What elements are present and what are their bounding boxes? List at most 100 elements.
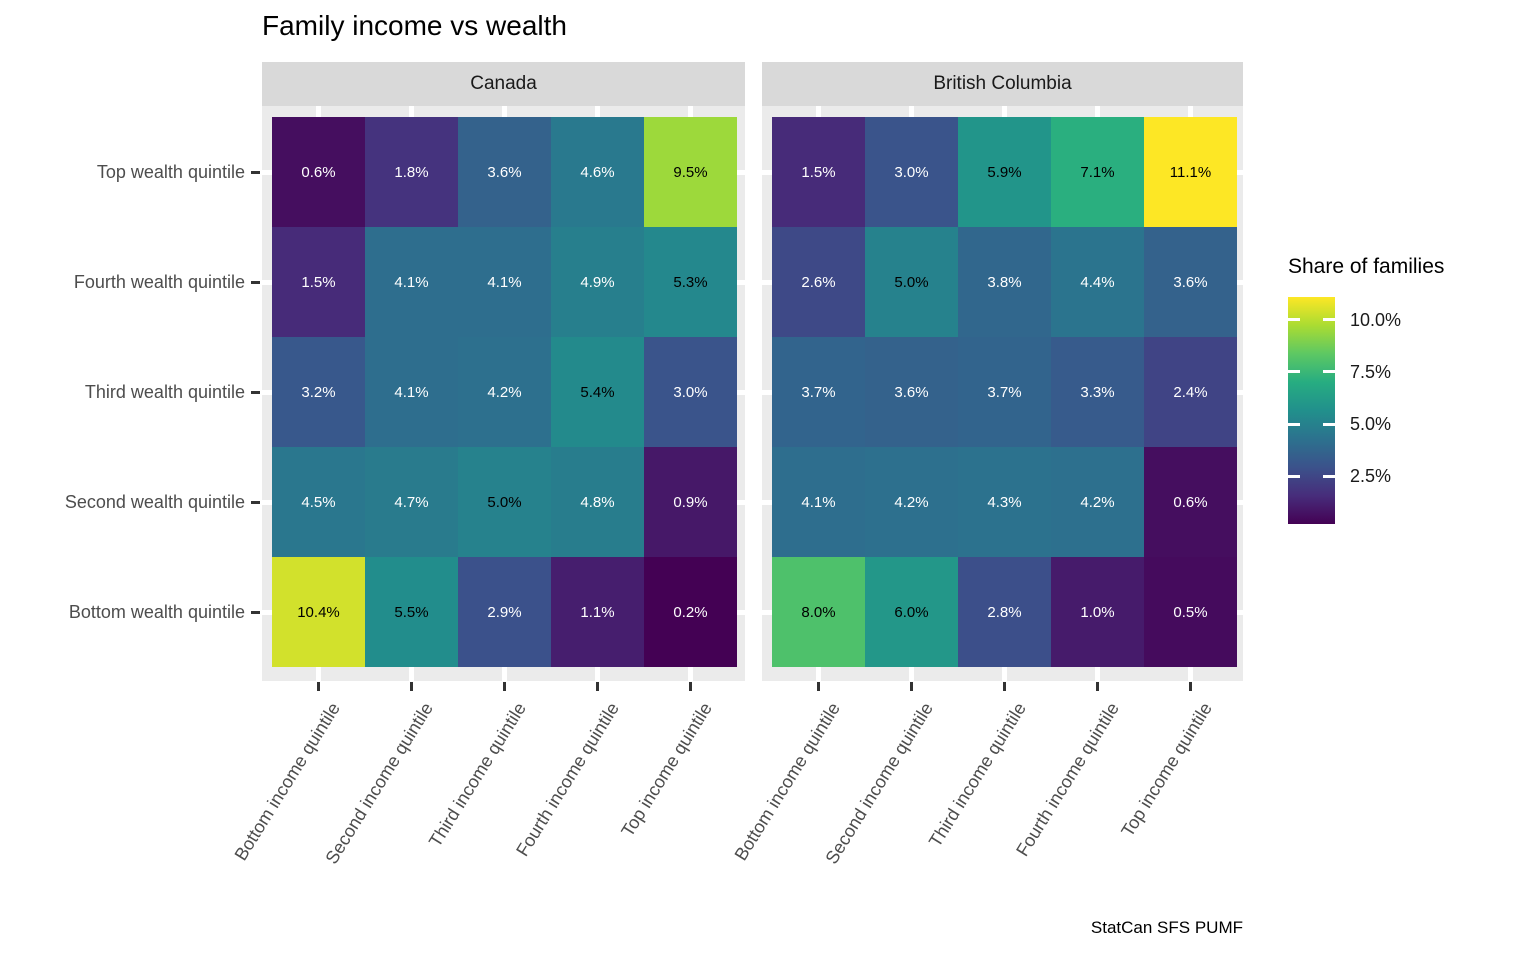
legend-tick-mark xyxy=(1323,370,1335,374)
x-axis-tick xyxy=(317,682,320,691)
cell-value-label: 9.5% xyxy=(673,163,708,181)
y-axis-tick xyxy=(251,500,260,504)
heatmap-cell: 5.0% xyxy=(865,227,958,337)
cell-value-label: 5.0% xyxy=(894,273,929,291)
cell-value-label: 4.5% xyxy=(301,493,336,511)
heatmap-cell: 3.3% xyxy=(1051,337,1144,447)
legend-title: Share of families xyxy=(1288,255,1445,278)
heatmap-cell: 1.5% xyxy=(772,117,865,227)
cell-value-label: 1.5% xyxy=(301,273,336,291)
caption: StatCan SFS PUMF xyxy=(1090,918,1243,937)
heatmap-cell: 5.5% xyxy=(365,557,458,667)
legend-tick-label: 7.5% xyxy=(1350,361,1392,382)
cell-value-label: 4.9% xyxy=(580,273,615,291)
heatmap-cell: 1.1% xyxy=(551,557,644,667)
heatmap-cell: 0.5% xyxy=(1144,557,1237,667)
heatmap-cell: 4.1% xyxy=(458,227,551,337)
heatmap-cell: 4.7% xyxy=(365,447,458,557)
cell-value-label: 3.6% xyxy=(487,163,522,181)
y-axis-tick xyxy=(251,610,260,614)
cell-value-label: 1.0% xyxy=(1080,603,1115,621)
legend-tick-label: 10.0% xyxy=(1350,309,1402,330)
legend-tick-mark xyxy=(1288,318,1300,322)
y-axis-label: Fourth wealth quintile xyxy=(73,272,245,292)
cell-value-label: 0.9% xyxy=(673,493,708,511)
cell-value-label: 3.8% xyxy=(987,273,1022,291)
cell-value-label: 3.0% xyxy=(894,163,929,181)
y-axis-label: Bottom wealth quintile xyxy=(68,602,245,622)
x-axis-tick xyxy=(689,682,692,691)
heatmap-cell: 4.8% xyxy=(551,447,644,557)
cell-value-label: 0.5% xyxy=(1173,603,1208,621)
heatmap-cell: 7.1% xyxy=(1051,117,1144,227)
cell-value-label: 3.6% xyxy=(1173,273,1208,291)
x-axis-tick xyxy=(1003,682,1006,691)
facet-panel-canada: 0.6% 1.8% 3.6% 4.6% 9.5% 1.5% 4.1% 4.1% 4.9% 5.3%… xyxy=(262,106,745,681)
facet-strip-canada: Canada xyxy=(262,62,745,106)
cell-value-label: 3.7% xyxy=(801,383,836,401)
heatmap-cell: 2.9% xyxy=(458,557,551,667)
x-axis-tick xyxy=(596,682,599,691)
facet-panel-british-columbia: 1.5% 3.0% 5.9% 7.1% 11.1% 2.6% 5.0% 3.8% 4.4% 3.6… xyxy=(762,106,1243,681)
heatmap-cell: 0.9% xyxy=(644,447,737,557)
cell-value-label: 3.3% xyxy=(1080,383,1115,401)
cell-value-label: 4.8% xyxy=(580,493,615,511)
cell-value-label: 5.5% xyxy=(394,603,429,621)
heatmap-cell: 0.2% xyxy=(644,557,737,667)
cell-value-label: 2.4% xyxy=(1173,383,1208,401)
heatmap-cell: 3.6% xyxy=(1144,227,1237,337)
heatmap-cell: 2.6% xyxy=(772,227,865,337)
cell-value-label: 4.2% xyxy=(487,383,522,401)
y-axis-tick xyxy=(251,280,260,284)
heatmap-cell: 2.8% xyxy=(958,557,1051,667)
cell-value-label: 6.0% xyxy=(894,603,929,621)
legend-tick-mark xyxy=(1288,370,1300,374)
heatmap-cell: 4.5% xyxy=(272,447,365,557)
heatmap-cell: 4.2% xyxy=(458,337,551,447)
heatmap-cell: 1.0% xyxy=(1051,557,1144,667)
heatmap-cell: 3.7% xyxy=(772,337,865,447)
heatmap-cell: 6.0% xyxy=(865,557,958,667)
cell-value-label: 1.8% xyxy=(394,163,429,181)
cell-value-label: 3.6% xyxy=(894,383,929,401)
cell-value-label: 0.2% xyxy=(673,603,708,621)
x-axis-tick xyxy=(910,682,913,691)
cell-value-label: 0.6% xyxy=(301,163,336,181)
cell-value-label: 4.1% xyxy=(801,493,836,511)
heatmap-cell: 4.1% xyxy=(772,447,865,557)
heatmap-cell: 5.0% xyxy=(458,447,551,557)
legend-tick-label: 5.0% xyxy=(1350,414,1392,435)
heatmap-cell: 3.0% xyxy=(865,117,958,227)
legend-tick-mark xyxy=(1323,422,1335,426)
cell-value-label: 4.1% xyxy=(394,273,429,291)
cell-value-label: 1.5% xyxy=(801,163,836,181)
cell-value-label: 1.1% xyxy=(580,603,615,621)
heatmap-cell: 3.7% xyxy=(958,337,1051,447)
legend-colorbar xyxy=(1288,297,1335,524)
x-axis-tick xyxy=(410,682,413,691)
cell-value-label: 3.7% xyxy=(987,383,1022,401)
cell-value-label: 11.1% xyxy=(1169,163,1212,181)
chart-title: Family income vs wealth xyxy=(262,10,567,41)
heatmap-cell: 8.0% xyxy=(772,557,865,667)
cell-value-label: 4.1% xyxy=(487,273,522,291)
cell-value-label: 2.6% xyxy=(801,273,836,291)
cell-value-label: 10.4% xyxy=(297,603,340,621)
heatmap-cell: 2.4% xyxy=(1144,337,1237,447)
y-axis-tick xyxy=(251,170,260,174)
legend-tick-label: 2.5% xyxy=(1350,466,1392,487)
cell-value-label: 4.7% xyxy=(394,493,429,511)
heatmap-cell: 3.2% xyxy=(272,337,365,447)
x-axis-tick xyxy=(1189,682,1192,691)
y-axis-label: Top wealth quintile xyxy=(96,162,245,182)
cell-value-label: 3.2% xyxy=(301,383,336,401)
heatmap-cell: 4.1% xyxy=(365,337,458,447)
heatmap-cell: 4.4% xyxy=(1051,227,1144,337)
cell-value-label: 2.9% xyxy=(487,603,522,621)
cell-value-label: 7.1% xyxy=(1080,163,1115,181)
x-axis-tick xyxy=(1096,682,1099,691)
heatmap-cell: 4.6% xyxy=(551,117,644,227)
cell-value-label: 3.0% xyxy=(673,383,708,401)
heatmap-cell: 3.6% xyxy=(865,337,958,447)
